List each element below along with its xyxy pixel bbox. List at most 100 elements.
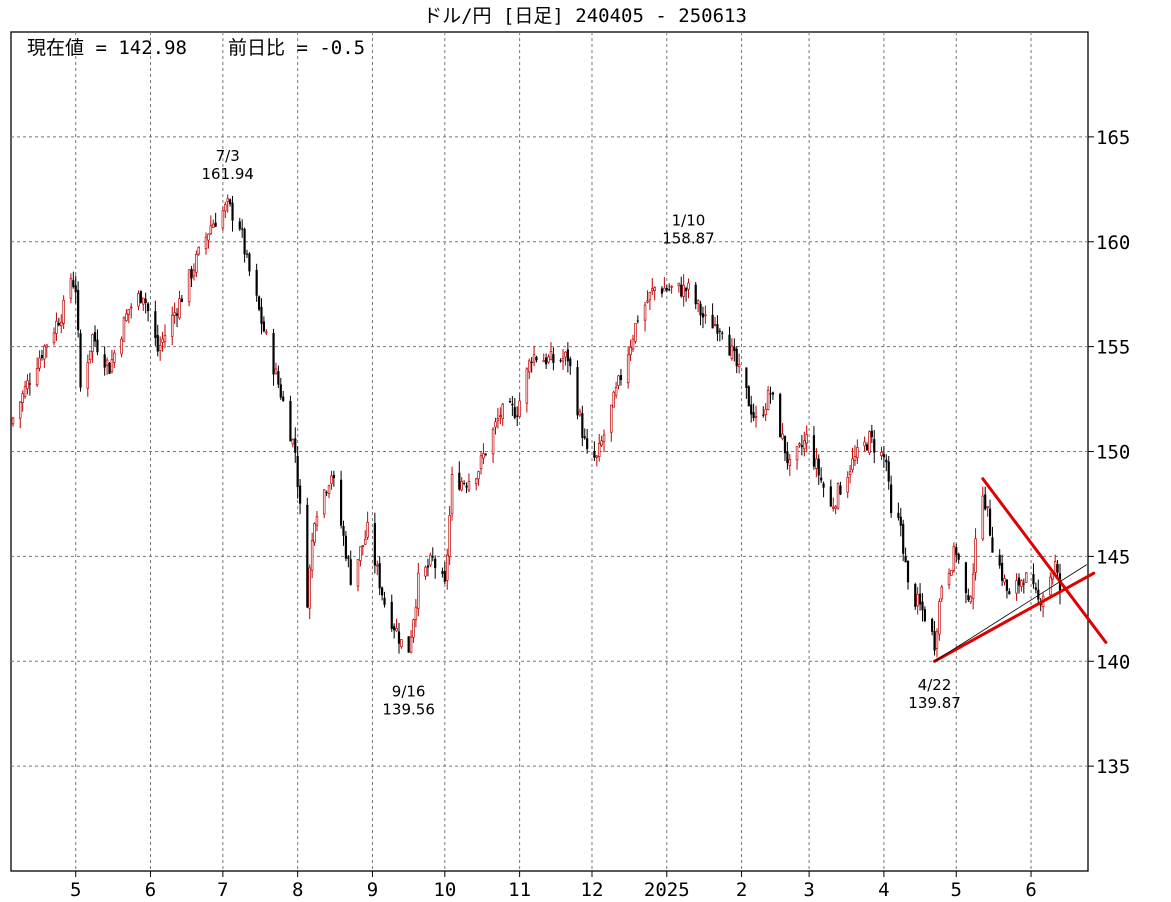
candle-body-up — [518, 400, 521, 417]
candle-body-down — [342, 526, 345, 536]
candle-body-down — [441, 571, 444, 574]
candle-body-down — [332, 474, 335, 479]
trendlines — [933, 477, 1108, 663]
candle-body-up — [18, 401, 22, 419]
candle-body-up — [916, 593, 919, 607]
candle-body-down — [745, 367, 748, 388]
candle-body-up — [629, 346, 632, 356]
candle-body-up — [122, 317, 126, 342]
candle-body-down — [93, 332, 97, 342]
candle-body-down — [77, 289, 80, 331]
candle-body-up — [21, 393, 24, 403]
candle-body-up — [602, 434, 606, 442]
candle-body-up — [467, 481, 471, 491]
candle-body-down — [800, 445, 803, 448]
candle-body-down — [735, 348, 738, 367]
candle-body-up — [192, 269, 196, 277]
candle-body-down — [545, 357, 548, 365]
candle-body-up — [952, 546, 956, 571]
candle-body-down — [296, 455, 299, 488]
candle-body-down — [694, 284, 697, 305]
daily-change-label: 前日比 = -0.5 — [228, 37, 365, 59]
candle-body-up — [291, 439, 295, 445]
candle-body-down — [154, 311, 157, 338]
candle-body-down — [484, 453, 487, 455]
candle-body-up — [788, 459, 792, 466]
candle-body-down — [96, 339, 99, 353]
candle-body-up — [549, 351, 553, 360]
candle-body-down — [282, 396, 285, 401]
candle-body-down — [1034, 587, 1037, 590]
candle-body-up — [88, 350, 92, 360]
candle-body-down — [190, 268, 193, 279]
candle-body-down — [79, 333, 82, 388]
x-tick-label: 7 — [217, 879, 228, 901]
candle-body-up — [330, 475, 333, 485]
x-tick-label: 12 — [581, 879, 604, 901]
candle-body-up — [221, 210, 225, 229]
candle-body-down — [865, 444, 869, 451]
candle-body-up — [974, 538, 977, 573]
candle-body-down — [904, 555, 907, 563]
candle-body-up — [327, 485, 331, 494]
candle-body-up — [532, 354, 536, 363]
candle-body-down — [897, 512, 900, 518]
candle-body-down — [1008, 591, 1011, 595]
candle-body-down — [914, 584, 917, 607]
candle-body-up — [43, 345, 46, 360]
candle-body-down — [750, 404, 753, 415]
candle-body-down — [1022, 583, 1025, 585]
candle-body-down — [822, 483, 825, 488]
candle-body-up — [417, 572, 420, 609]
candle-body-down — [431, 556, 434, 558]
candle-body-down — [289, 401, 292, 442]
candle-body-up — [880, 451, 883, 456]
y-tick-label: 160 — [1096, 232, 1130, 254]
candle-body-up — [313, 523, 316, 543]
annotation-value: 139.87 — [908, 694, 961, 712]
candle-body-up — [501, 403, 504, 420]
candle-body-up — [561, 357, 565, 362]
candle-body-up — [795, 446, 799, 461]
candle-body-up — [846, 476, 849, 493]
candle-body-up — [798, 443, 801, 446]
candle-body-up — [363, 538, 367, 545]
candle-body-up — [528, 360, 531, 373]
candle-body-down — [279, 384, 282, 398]
candle-body-up — [35, 368, 39, 386]
candle-body-down — [1017, 577, 1021, 586]
candle-body-up — [491, 428, 495, 455]
y-tick-label: 140 — [1096, 651, 1130, 673]
candle-body-up — [110, 359, 114, 373]
candle-body-down — [728, 334, 731, 356]
candle-body-down — [373, 523, 376, 566]
candle-body-down — [957, 553, 960, 560]
candle-body-up — [766, 389, 770, 410]
candle-body-up — [52, 332, 56, 343]
candle-body-up — [163, 335, 167, 343]
candle-body-down — [890, 484, 893, 514]
candle-body-down — [931, 618, 934, 632]
candle-body-up — [542, 360, 545, 363]
candle-body-down — [721, 332, 724, 334]
y-tick-label: 155 — [1096, 337, 1130, 359]
x-tick-label: 5 — [70, 879, 81, 901]
candle-body-down — [511, 403, 514, 406]
candle-body-up — [91, 334, 94, 352]
candle-body-down — [257, 296, 261, 310]
candle-body-down — [231, 202, 234, 221]
candle-body-up — [113, 352, 116, 363]
candle-body-down — [1005, 579, 1009, 591]
candle-body-up — [981, 495, 985, 540]
candle-body-up — [209, 225, 213, 235]
candle-body-down — [716, 324, 719, 334]
candle-body-up — [11, 417, 15, 425]
candle-body-up — [477, 471, 480, 480]
candle-body-up — [737, 364, 741, 368]
candle-body-down — [74, 285, 77, 293]
candle-body-down — [144, 298, 147, 304]
plot-frame — [10, 31, 1089, 872]
candle-body-down — [769, 393, 772, 395]
candle-body-down — [779, 393, 782, 438]
candle-body-up — [26, 380, 29, 390]
